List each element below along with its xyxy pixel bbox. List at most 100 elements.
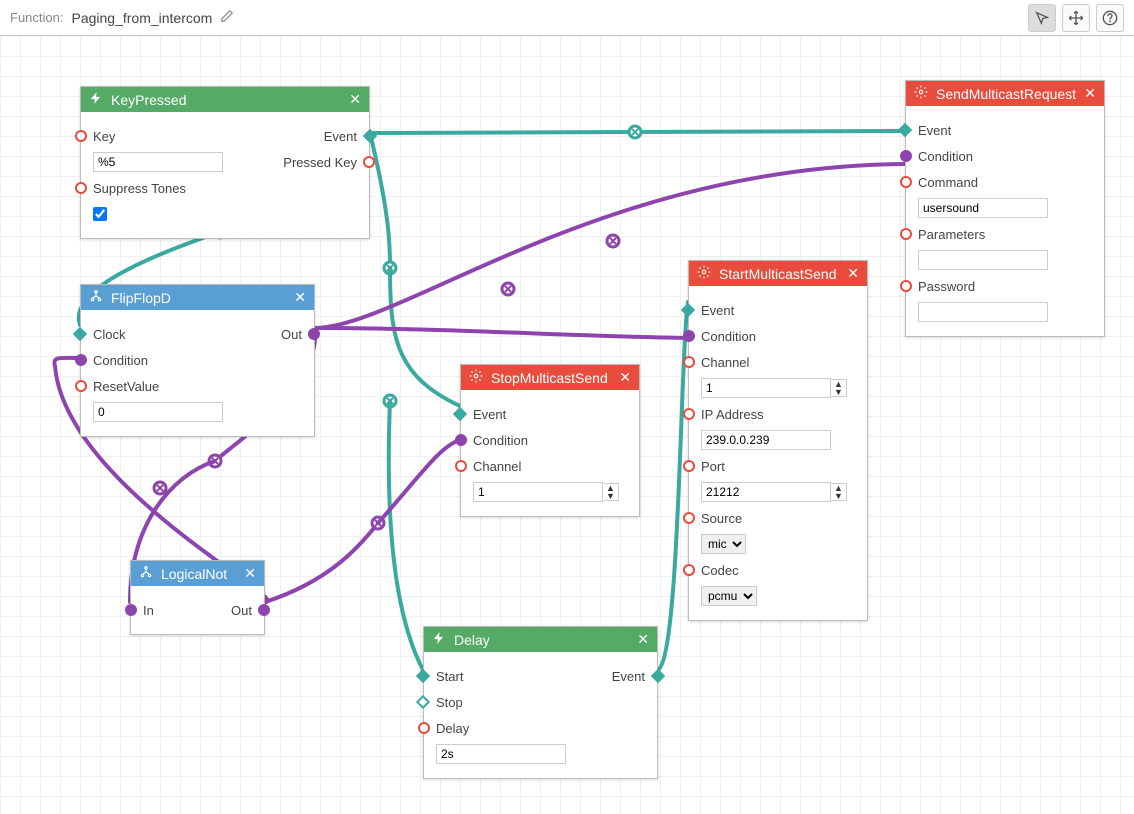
port-source[interactable] <box>683 512 695 524</box>
node-body: Event Condition Channel ▲▼ IP Address Po… <box>689 286 867 620</box>
codec-select[interactable]: pcmu <box>701 586 757 606</box>
port-event[interactable] <box>453 407 467 421</box>
node-header[interactable]: StartMulticastSend ✕ <box>689 261 867 286</box>
port-channel[interactable] <box>683 356 695 368</box>
node-sendmulticastrequest[interactable]: SendMulticastRequest ✕ Event Condition C… <box>905 80 1105 337</box>
node-header[interactable]: KeyPressed ✕ <box>81 87 369 112</box>
parameters-input[interactable] <box>918 250 1048 270</box>
port-event[interactable] <box>898 123 912 137</box>
flash-icon <box>432 631 448 648</box>
node-body: Event Condition Channel ▲▼ <box>461 390 639 516</box>
delay-input[interactable] <box>436 744 566 764</box>
port-key[interactable] <box>75 130 87 142</box>
close-icon[interactable]: ✕ <box>847 265 859 282</box>
in-label: In <box>143 603 198 618</box>
spinner-icon[interactable]: ▲▼ <box>831 379 847 397</box>
port-ip[interactable] <box>683 408 695 420</box>
port-clock[interactable] <box>73 327 87 341</box>
spinner-icon[interactable]: ▲▼ <box>603 483 619 501</box>
node-header[interactable]: SendMulticastRequest ✕ <box>906 81 1104 106</box>
channel-input[interactable] <box>701 378 831 398</box>
node-header[interactable]: FlipFlopD ✕ <box>81 285 314 310</box>
node-flipflopd[interactable]: FlipFlopD ✕ Clock Out Condition ResetVal… <box>80 284 315 437</box>
event-label: Event <box>473 407 627 422</box>
node-body: Event Condition Command Parameters Passw… <box>906 106 1104 336</box>
port-condition[interactable] <box>683 330 695 342</box>
close-icon[interactable]: ✕ <box>637 631 649 648</box>
suppress-checkbox[interactable] <box>93 207 107 221</box>
node-body: In Out <box>131 586 264 634</box>
close-icon[interactable]: ✕ <box>349 91 361 108</box>
source-select[interactable]: mic <box>701 534 746 554</box>
ip-input[interactable] <box>701 430 831 450</box>
node-title: KeyPressed <box>111 92 349 108</box>
port-start[interactable] <box>416 669 430 683</box>
gear-icon <box>469 369 485 386</box>
pointer-tool-button[interactable] <box>1028 4 1056 32</box>
port-out[interactable] <box>308 328 320 340</box>
clock-label: Clock <box>93 327 198 342</box>
node-header[interactable]: LogicalNot ✕ <box>131 561 264 586</box>
key-input[interactable] <box>93 152 223 172</box>
port-condition[interactable] <box>455 434 467 446</box>
port-out[interactable] <box>258 604 270 616</box>
source-label: Source <box>701 511 855 526</box>
password-input[interactable] <box>918 302 1048 322</box>
port-condition[interactable] <box>900 150 912 162</box>
node-body: Clock Out Condition ResetValue <box>81 310 314 436</box>
node-logicalnot[interactable]: LogicalNot ✕ In Out <box>130 560 265 635</box>
command-input[interactable] <box>918 198 1048 218</box>
close-icon[interactable]: ✕ <box>1084 85 1096 102</box>
out-label: Out <box>198 603 253 618</box>
port-command[interactable] <box>900 176 912 188</box>
move-tool-button[interactable] <box>1062 4 1090 32</box>
port-pressedkey[interactable] <box>363 156 375 168</box>
condition-label: Condition <box>93 353 302 368</box>
node-delay[interactable]: Delay ✕ Start Event Stop Delay <box>423 626 658 779</box>
node-header[interactable]: Delay ✕ <box>424 627 657 652</box>
port-password[interactable] <box>900 280 912 292</box>
close-icon[interactable]: ✕ <box>244 565 256 582</box>
spinner-icon[interactable]: ▲▼ <box>831 483 847 501</box>
parameters-label: Parameters <box>918 227 1092 242</box>
port-port[interactable] <box>683 460 695 472</box>
port-delay[interactable] <box>418 722 430 734</box>
port-codec[interactable] <box>683 564 695 576</box>
port-reset[interactable] <box>75 380 87 392</box>
port-condition[interactable] <box>75 354 87 366</box>
port-event[interactable] <box>363 129 377 143</box>
port-event[interactable] <box>651 669 665 683</box>
event-label: Event <box>918 123 1092 138</box>
node-title: StartMulticastSend <box>719 266 847 282</box>
port-event[interactable] <box>681 303 695 317</box>
port-in[interactable] <box>125 604 137 616</box>
suppress-label: Suppress Tones <box>93 181 357 196</box>
node-startmulticast[interactable]: StartMulticastSend ✕ Event Condition Cha… <box>688 260 868 621</box>
function-name[interactable]: Paging_from_intercom <box>71 10 212 26</box>
event-label: Event <box>541 669 646 684</box>
password-label: Password <box>918 279 1092 294</box>
port-channel[interactable] <box>455 460 467 472</box>
port-parameters[interactable] <box>900 228 912 240</box>
edit-icon[interactable] <box>220 9 234 26</box>
port-input[interactable] <box>701 482 831 502</box>
tree-icon <box>139 565 155 582</box>
node-keypressed[interactable]: KeyPressed ✕ Key Event Pressed Key Suppr… <box>80 86 370 239</box>
close-icon[interactable]: ✕ <box>619 369 631 386</box>
channel-label: Channel <box>473 459 627 474</box>
delay-label: Delay <box>436 721 645 736</box>
node-header[interactable]: StopMulticastSend ✕ <box>461 365 639 390</box>
node-stopmulticast[interactable]: StopMulticastSend ✕ Event Condition Chan… <box>460 364 640 517</box>
flash-icon <box>89 91 105 108</box>
port-suppress[interactable] <box>75 182 87 194</box>
port-stop[interactable] <box>416 695 430 709</box>
event-label: Event <box>701 303 855 318</box>
canvas[interactable]: KeyPressed ✕ Key Event Pressed Key Suppr… <box>0 36 1134 814</box>
close-icon[interactable]: ✕ <box>294 289 306 306</box>
pressedkey-label: Pressed Key <box>223 155 357 170</box>
channel-input[interactable] <box>473 482 603 502</box>
help-button[interactable] <box>1096 4 1124 32</box>
codec-label: Codec <box>701 563 855 578</box>
command-label: Command <box>918 175 1092 190</box>
reset-input[interactable] <box>93 402 223 422</box>
